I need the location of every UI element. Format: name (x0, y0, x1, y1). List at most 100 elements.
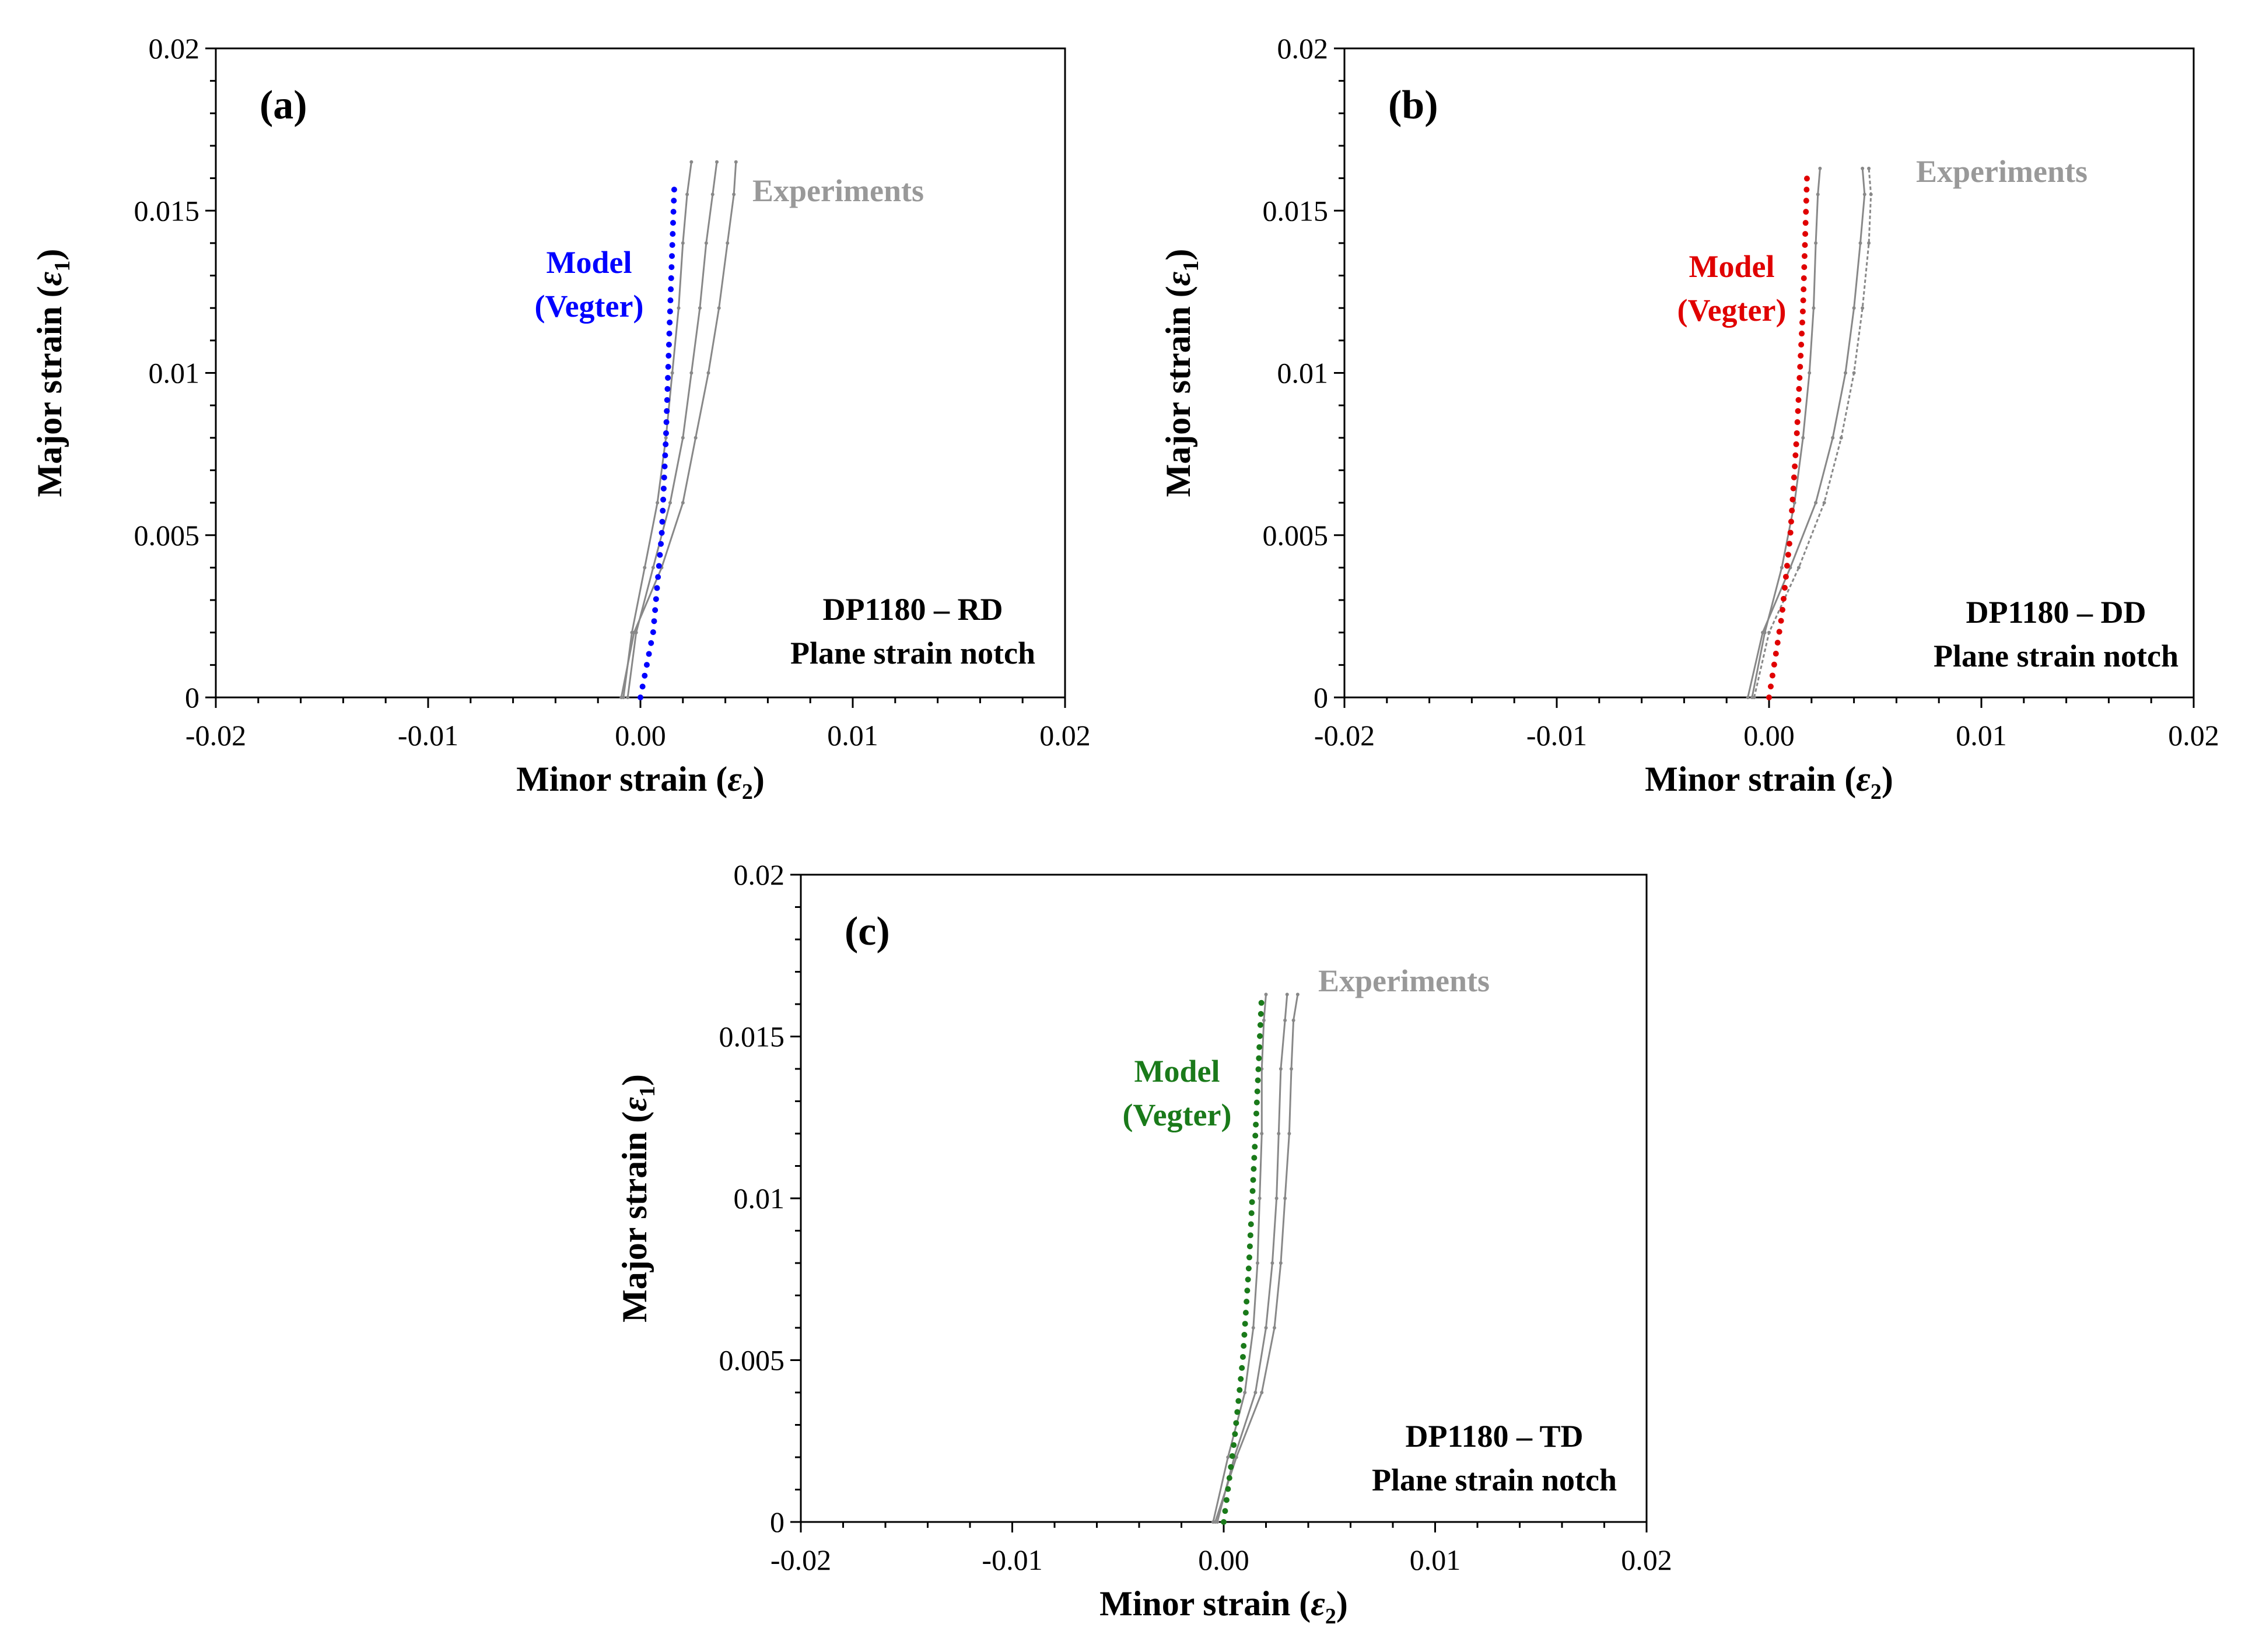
model-label-sub: (Vegter) (1123, 1097, 1232, 1132)
experiment-curve (1753, 168, 1872, 698)
experiment-point (1283, 1197, 1287, 1200)
experiment-point (1816, 192, 1820, 197)
experiment-point (1295, 992, 1300, 997)
model-curve (1766, 165, 1810, 700)
chart-panel-c: -0.02 -0.01 0.00 0.01 0.02 0 0.005 0.01 0.015 0.0… (615, 858, 1672, 1629)
experiment-curve (626, 162, 718, 698)
experiment-curve (1216, 994, 1288, 1523)
experiment-point (651, 566, 655, 570)
experiment-point (681, 241, 685, 245)
experiment-point (685, 192, 689, 197)
x-axis-title-end: ) (753, 760, 765, 798)
experiment-point (656, 501, 660, 505)
experiment-point (734, 160, 738, 164)
experiments-label: Experiments (1916, 154, 2088, 189)
y-tick-label: 0.01 (734, 1182, 785, 1215)
experiment-point (1852, 306, 1856, 310)
experiment-point (1812, 306, 1816, 310)
experiment-point (694, 436, 698, 440)
test-note: Plane strain notch (1372, 1462, 1617, 1497)
experiment-point (1277, 1132, 1281, 1135)
experiment-point (1767, 630, 1771, 634)
experiment-point (1273, 1326, 1276, 1330)
experiment-point (670, 371, 674, 375)
panel-label: (a) (260, 83, 307, 128)
y-axis-title-end: ) (1159, 249, 1197, 261)
experiments-label: Experiments (752, 173, 924, 208)
panel-label: (c) (845, 909, 890, 954)
experiment-point (1822, 501, 1826, 505)
experiment-point (1839, 436, 1843, 440)
experiment-point (677, 306, 681, 310)
y-tick-label: 0.005 (134, 519, 200, 552)
experiment-curve (1747, 168, 1866, 698)
experiment-point (1867, 241, 1871, 245)
y-tick-label: 0 (1314, 681, 1328, 714)
x-axis-title-subscript: 2 (742, 780, 753, 804)
experiment-point (619, 696, 624, 699)
x-tick-label: 0.01 (1410, 1544, 1461, 1576)
x-tick-label: -0.01 (398, 719, 458, 752)
experiment-point (1262, 1018, 1266, 1022)
x-axis-title-end: ) (1336, 1584, 1348, 1623)
experiment-point (689, 371, 694, 375)
x-axis-title: Minor strain (ε2) (1099, 1584, 1348, 1629)
x-tick-label: 0.00 (615, 719, 666, 752)
experiment-point (710, 192, 715, 197)
model-label-sub: (Vegter) (535, 289, 644, 324)
experiment-point (726, 241, 730, 245)
experiment-point (1258, 1197, 1262, 1200)
experiment-point (1283, 1018, 1287, 1022)
x-tick-label: -0.02 (1314, 719, 1375, 752)
experiment-point (1260, 1132, 1264, 1135)
x-axis-title-end: ) (1882, 760, 1893, 798)
experiment-point (1844, 371, 1848, 375)
experiment-point (643, 566, 647, 570)
experiment-point (626, 696, 630, 699)
experiment-point (1291, 1018, 1295, 1022)
x-tick-label: 0.00 (1743, 719, 1795, 752)
y-tick-label: 0.015 (134, 194, 200, 227)
x-axis-title-text: Minor strain ( (1099, 1584, 1311, 1623)
y-axis-title-symbol: ε (615, 1097, 654, 1111)
x-tick-label: 0.02 (1621, 1544, 1672, 1576)
experiment-point (664, 436, 668, 440)
x-tick-label: 0.02 (1039, 719, 1091, 752)
experiment-point (1279, 1261, 1283, 1265)
x-tick-label: 0.01 (1956, 719, 2007, 752)
experiment-point (1264, 1326, 1268, 1330)
experiment-point (1831, 436, 1835, 440)
model-curve (638, 181, 678, 700)
y-tick-label: 0.005 (719, 1344, 785, 1377)
test-note: Plane strain notch (1934, 639, 2179, 674)
experiment-point (1780, 566, 1784, 570)
experiment-point (1761, 630, 1765, 634)
y-tick-label: 0.02 (149, 32, 200, 65)
experiment-point (732, 192, 736, 197)
material-note: DP1180 – RD (823, 592, 1003, 627)
experiment-point (1814, 501, 1818, 505)
y-axis-title-subscript: 1 (635, 1086, 660, 1097)
x-tick-label: 0.00 (1198, 1544, 1249, 1576)
experiment-point (704, 241, 708, 245)
y-tick-label: 0 (770, 1506, 784, 1538)
material-note: DP1180 – DD (1966, 595, 2146, 630)
experiment-point (681, 501, 685, 505)
x-axis-title-symbol: ε (1311, 1584, 1325, 1623)
y-axis-title-end: ) (30, 249, 69, 261)
experiment-point (1861, 166, 1865, 170)
y-tick-label: 0.015 (719, 1020, 785, 1053)
experiment-point (632, 630, 636, 634)
y-axis-title: Major strain (ε1) (30, 249, 75, 497)
experiment-point (706, 371, 710, 375)
experiment-point (1287, 1132, 1291, 1135)
x-tick-label: -0.02 (770, 1544, 831, 1576)
y-tick-label: 0.02 (1277, 32, 1329, 65)
experiment-point (1814, 241, 1818, 245)
experiment-point (1290, 1067, 1293, 1071)
x-axis-title: Minor strain (ε2) (1645, 760, 1893, 804)
experiment-point (1279, 1067, 1283, 1071)
experiment-curve (1751, 168, 1821, 698)
x-tick-label: -0.01 (1526, 719, 1587, 752)
